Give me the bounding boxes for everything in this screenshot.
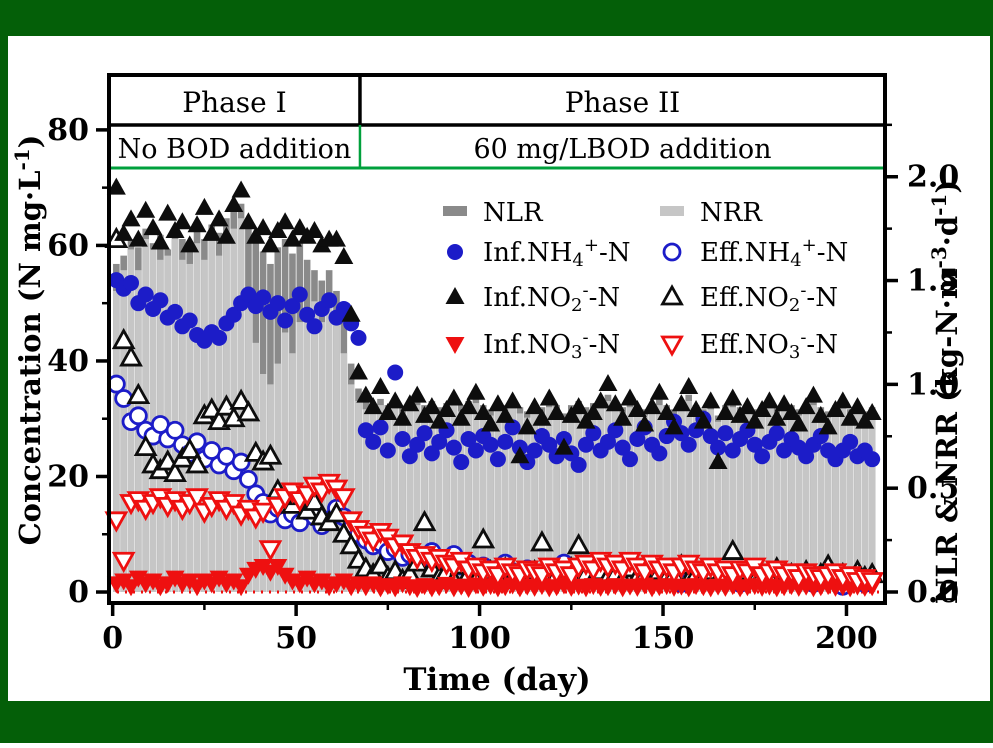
legend-label-inf_no2: Inf.NO2--N [483, 280, 620, 316]
svg-text:100: 100 [448, 621, 511, 656]
phase-header [109, 75, 885, 170]
svg-text:0: 0 [68, 575, 89, 610]
legend-item-nlr [443, 206, 467, 216]
axis-ticks [96, 123, 898, 616]
legend-label-nlr: NLR [483, 198, 544, 228]
svg-text:50: 50 [275, 621, 317, 656]
left-axis-title: Concentration (N mg·L-1) [10, 135, 47, 546]
svg-text:1.0: 1.0 [907, 367, 959, 402]
legend-label-eff_no2: Eff.NO2--N [700, 280, 838, 316]
svg-text:60: 60 [47, 228, 89, 263]
svg-text:0.0: 0.0 [907, 575, 959, 610]
legend-item-inf_no3 [445, 337, 465, 354]
series-inf_no2 [106, 177, 882, 470]
legend-item-inf_nh4 [447, 244, 463, 260]
phase-label-2: Phase II [565, 86, 681, 119]
plot-frame [107, 73, 887, 605]
legend-item-eff_no3 [660, 335, 684, 357]
svg-text:150: 150 [632, 621, 695, 656]
series-eff_no3 [104, 473, 885, 594]
legend [443, 206, 684, 357]
legend-item-eff_nh4 [662, 242, 682, 262]
svg-text:40: 40 [47, 344, 89, 379]
svg-text:200: 200 [815, 621, 878, 656]
tick-labels: 0 50 100 150 200 0 20 40 60 80 0.0 0.5 1.0 1.5 2.0 [47, 113, 959, 656]
legend-item-nrr [660, 206, 684, 216]
svg-text:0.5: 0.5 [907, 471, 959, 506]
svg-text:2.0: 2.0 [907, 160, 959, 195]
phase-label-1: Phase I [182, 86, 286, 119]
legend-label-eff_nh4: Eff.NH4+-N [700, 235, 848, 271]
series-inf_nh4 [108, 272, 881, 473]
legend-item-inf_no2 [445, 287, 465, 304]
x-axis-title: Time (day) [403, 662, 590, 698]
right-axis-title: NLR & NRR (kg-N·m-3·d-1) [927, 180, 964, 604]
legend-label-inf_no3: Inf.NO3--N [483, 327, 620, 363]
svg-text:20: 20 [47, 459, 89, 494]
legend-label-inf_nh4: Inf.NH4+-N [483, 235, 631, 271]
legend-label-nrr: NRR [700, 198, 763, 228]
legend-item-eff_no2 [660, 284, 684, 306]
phase-sub-label-2: 60 mg/LBOD addition [473, 134, 771, 165]
svg-text:0: 0 [102, 621, 123, 656]
svg-text:80: 80 [47, 113, 89, 148]
legend-label-eff_no3: Eff.NO3--N [700, 327, 838, 363]
svg-text:1.5: 1.5 [907, 264, 959, 299]
phase-sub-label-1: No BOD addition [118, 134, 352, 165]
